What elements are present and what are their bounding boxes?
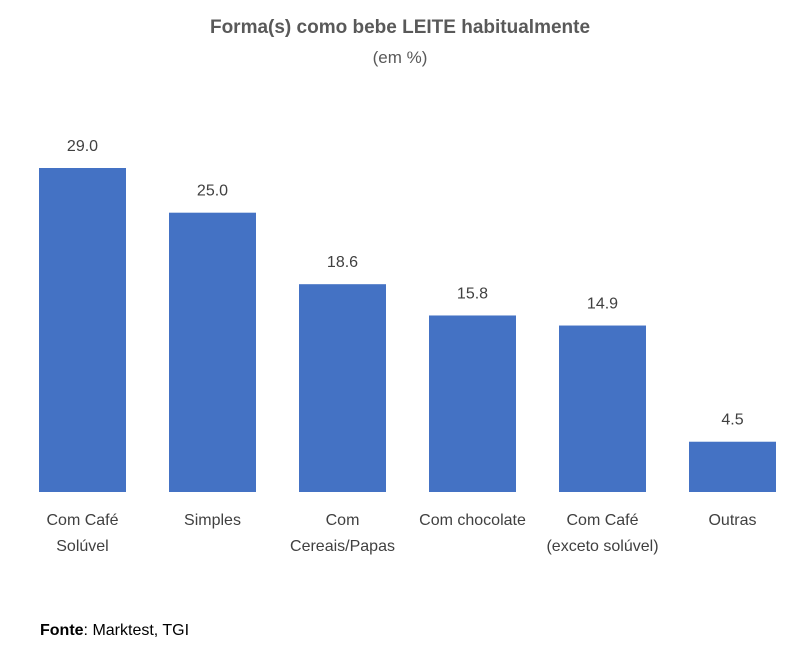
bar-4 <box>559 325 646 492</box>
bar-chart: 29.0 Com Café Solúvel 25.0 Simples 18.6 Com Cer… <box>39 138 776 555</box>
bar-5 <box>689 441 776 492</box>
category-label-4: Com Café (exceto solúvel) <box>546 512 658 555</box>
source-note: Fonte: Marktest, TGI <box>40 622 189 640</box>
value-label-2: 18.6 <box>327 254 358 271</box>
value-label-4: 14.9 <box>587 296 618 313</box>
value-label-5: 4.5 <box>721 412 743 429</box>
value-label-1: 25.0 <box>197 183 228 200</box>
chart-subtitle: (em %) <box>372 48 428 67</box>
bar-1 <box>169 212 256 493</box>
value-label-3: 15.8 <box>457 285 488 302</box>
category-label-3: Com chocolate <box>419 512 526 529</box>
category-label-5: Outras <box>708 512 756 529</box>
chart-title: Forma(s) como bebe LEITE habitualmente <box>209 17 591 38</box>
bar-2 <box>299 284 386 492</box>
source-text: : Marktest, TGI <box>83 622 190 639</box>
category-label-1: Simples <box>184 512 241 529</box>
source-label: Fonte <box>40 622 84 639</box>
value-label-0: 29.0 <box>67 138 98 155</box>
category-label-0: Com Café Solúvel <box>46 512 118 555</box>
bar-0 <box>39 168 126 492</box>
category-label-2: Com Cereais/Papas <box>290 512 395 555</box>
bar-3 <box>429 315 516 492</box>
